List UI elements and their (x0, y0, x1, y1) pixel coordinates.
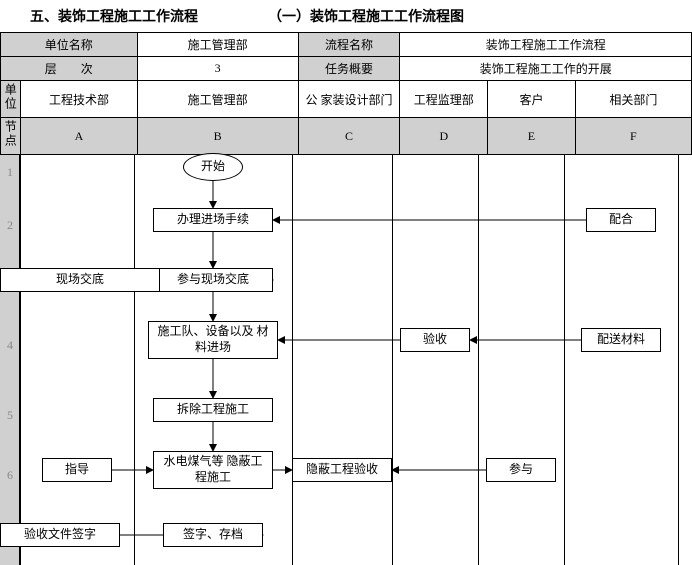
unit-2: 公 家装设计部门 (298, 81, 400, 118)
hdr-r1-l2: 施工管理部 (137, 33, 298, 57)
node-c7: 验收文件签字 (0, 523, 120, 547)
row-number: 2 (0, 218, 20, 233)
row-number: 6 (0, 468, 20, 483)
node-cd3: 现场交底 (0, 268, 160, 292)
node-f4: 配送材料 (581, 328, 661, 352)
column-border (678, 155, 679, 565)
node-start: 开始 (183, 153, 243, 181)
letter-5: F (575, 118, 691, 155)
unit-3: 工程监理部 (400, 81, 488, 118)
letter-4: E (488, 118, 576, 155)
node-b6: 水电煤气等 隐蔽工程施工 (153, 451, 273, 489)
node-e6: 参与 (486, 458, 556, 482)
node-b7: 签字、存档 (163, 523, 263, 547)
column-border (292, 155, 293, 565)
unit-4: 客户 (488, 81, 576, 118)
hdr-r2-l2: 3 (137, 57, 298, 81)
column-border (392, 155, 393, 565)
header-table: 单位名称 施工管理部 流程名称 装饰工程施工工作流程 层 次 3 任务概要 装饰… (0, 32, 692, 155)
column-border (564, 155, 565, 565)
node-b4: 施工队、设备以及 材料进场 (148, 321, 278, 359)
hdr-r1-l3: 流程名称 (298, 33, 400, 57)
subsection-title: （一）装饰工程施工工作流程图 (268, 6, 464, 26)
node-b2: 办理进场手续 (153, 208, 273, 232)
hdr-r2-l4: 装饰工程施工工作的开展 (400, 57, 692, 81)
letter-2: C (298, 118, 400, 155)
row-number: 5 (0, 408, 20, 423)
column-border (134, 155, 135, 565)
unit-5: 相关部门 (575, 81, 691, 118)
row-number: 1 (0, 165, 20, 180)
node-d4: 验收 (400, 328, 470, 352)
unit-label: 单位 (1, 81, 21, 118)
hdr-r2-l1: 层 次 (1, 57, 138, 81)
column-border (20, 155, 21, 565)
letter-3: D (400, 118, 488, 155)
node-b3: 参与现场交底 (153, 268, 273, 292)
letter-0: A (21, 118, 137, 155)
title-row: 五、装饰工程施工工作流程 （一）装饰工程施工工作流程图 (0, 0, 692, 32)
unit-1: 施工管理部 (137, 81, 298, 118)
node-f2: 配合 (586, 208, 656, 232)
row-number-bg (0, 155, 20, 565)
node-a6: 指导 (42, 458, 112, 482)
hdr-r1-l4: 装饰工程施工工作流程 (400, 33, 692, 57)
column-border (478, 155, 479, 565)
node-c6: 隐蔽工程验收 (292, 458, 392, 482)
flowchart-area: 1234567开始办理进场手续配合现场交底参与现场交底现场交底施工队、设备以及 … (0, 155, 692, 565)
hdr-r1-l1: 单位名称 (1, 33, 138, 57)
row-number: 4 (0, 338, 20, 353)
hdr-r2-l3: 任务概要 (298, 57, 400, 81)
unit-0: 工程技术部 (21, 81, 137, 118)
node-label: 节点 (1, 118, 21, 155)
letter-1: B (137, 118, 298, 155)
node-b5: 拆除工程施工 (153, 398, 273, 422)
section-title: 五、装饰工程施工工作流程 (30, 6, 198, 26)
